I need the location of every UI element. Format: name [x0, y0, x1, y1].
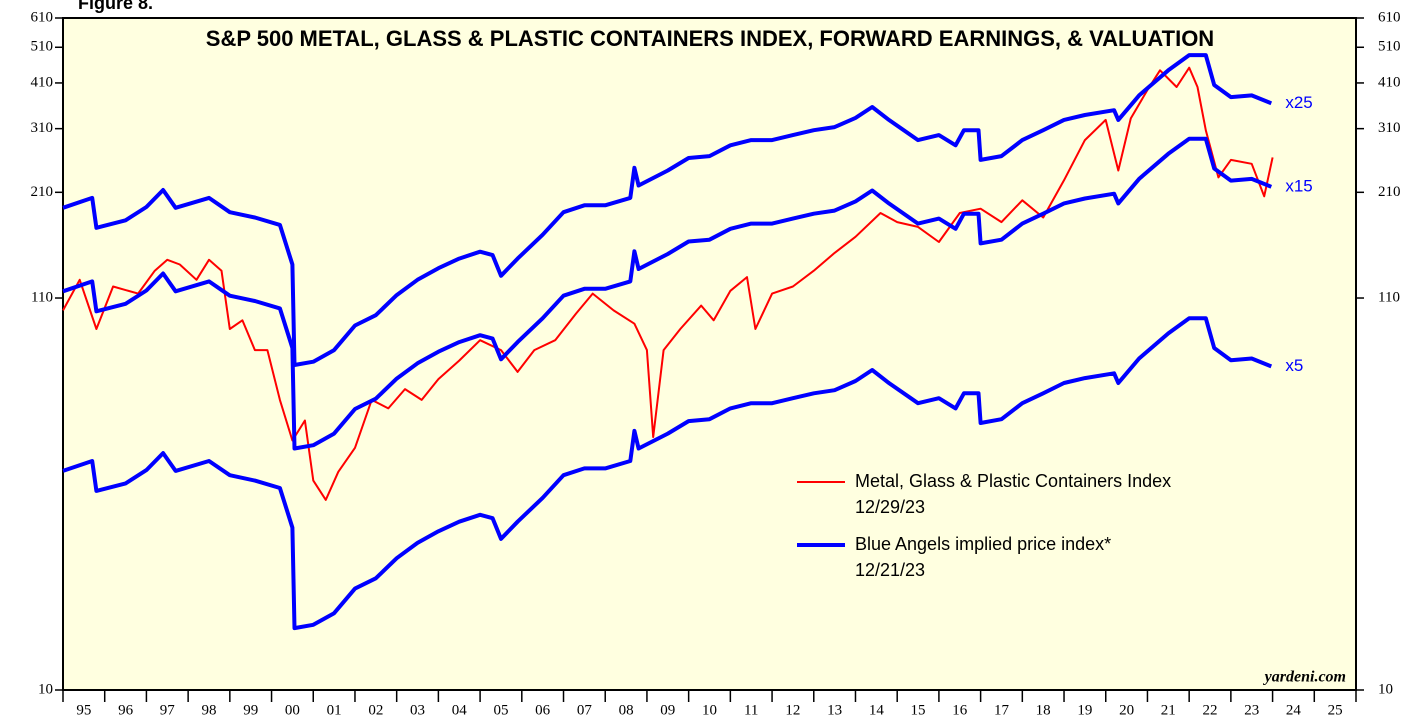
y-tick-label: 110 [31, 289, 53, 305]
y-tick-label: 210 [31, 184, 54, 200]
x-tick-label: 24 [1286, 702, 1302, 718]
x-tick-label: 01 [327, 702, 342, 718]
x-tick-label: 99 [243, 702, 258, 718]
x-tick-label: 10 [702, 702, 717, 718]
x-tick-label: 18 [1036, 702, 1051, 718]
y-tick-label-right: 210 [1378, 184, 1401, 200]
legend-date: 12/21/23 [855, 560, 925, 580]
series-line [62, 53, 1273, 367]
x-tick-label: 97 [160, 702, 176, 718]
x-tick-label: 23 [1244, 702, 1259, 718]
x-tick-label: 22 [1203, 702, 1218, 718]
x-tick-label: 20 [1119, 702, 1134, 718]
x-tick-label: 25 [1328, 702, 1343, 718]
y-tick-label: 310 [31, 120, 54, 136]
legend-label: Metal, Glass & Plastic Containers Index [855, 471, 1171, 491]
y-tick-label-right: 110 [1378, 289, 1400, 305]
y-tick-label-right: 10 [1378, 681, 1393, 697]
y-tick-label-right: 410 [1378, 74, 1401, 90]
series-label: x5 [1285, 356, 1303, 375]
source: yardeni.com [1263, 669, 1346, 686]
y-tick-label: 10 [38, 681, 53, 697]
x-tick-label: 08 [619, 702, 634, 718]
series-line [62, 136, 1273, 451]
y-tick-label-right: 510 [1378, 39, 1401, 55]
y-tick-label: 510 [31, 39, 54, 55]
x-tick-label: 06 [535, 702, 551, 718]
y-tick-label: 410 [31, 74, 54, 90]
figure-label: Figure 8. [78, 0, 153, 13]
x-tick-label: 12 [785, 702, 800, 718]
y-tick-label: 610 [31, 9, 54, 25]
plot-area [62, 17, 1357, 691]
x-tick-label: 17 [994, 702, 1010, 718]
x-tick-label: 21 [1161, 702, 1176, 718]
x-tick-label: 11 [744, 702, 758, 718]
x-tick-label: 07 [577, 702, 593, 718]
x-tick-label: 15 [911, 702, 926, 718]
series-line [62, 316, 1273, 631]
x-tick-label: 16 [952, 702, 968, 718]
x-tick-label: 19 [1077, 702, 1092, 718]
x-tick-label: 96 [118, 702, 134, 718]
x-tick-label: 00 [285, 702, 300, 718]
series-label: x15 [1285, 176, 1312, 195]
x-tick-label: 09 [660, 702, 675, 718]
x-tick-label: 03 [410, 702, 425, 718]
x-tick-label: 02 [368, 702, 383, 718]
chart-title: S&P 500 METAL, GLASS & PLASTIC CONTAINER… [206, 26, 1214, 51]
x-tick-label: 05 [493, 702, 508, 718]
legend-label: Blue Angels implied price index* [855, 534, 1111, 554]
x-tick-label: 04 [452, 702, 468, 718]
x-tick-label: 95 [76, 702, 91, 718]
x-tick-label: 13 [827, 702, 842, 718]
x-tick-label: 14 [869, 702, 885, 718]
series-label: x25 [1285, 93, 1312, 112]
x-tick-label: 98 [201, 702, 216, 718]
legend-date: 12/29/23 [855, 497, 925, 517]
series-line [62, 66, 1274, 501]
y-tick-label-right: 610 [1378, 9, 1401, 25]
y-tick-label-right: 310 [1378, 120, 1401, 136]
